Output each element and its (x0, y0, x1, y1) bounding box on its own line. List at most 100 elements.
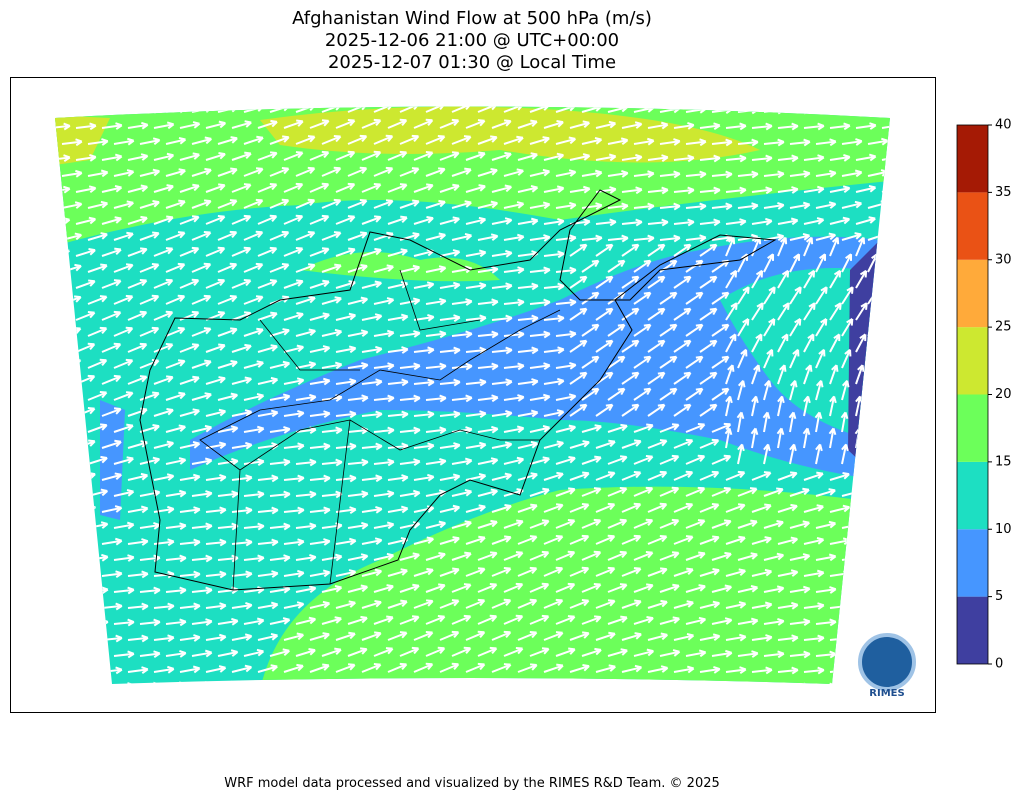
wind-arrow (711, 170, 733, 179)
wind-arrow (621, 371, 640, 385)
wind-arrow (295, 295, 316, 305)
wind-arrow (503, 330, 525, 339)
wind-arrow (87, 423, 108, 433)
wind-arrow (361, 631, 382, 641)
wind-arrow (283, 119, 304, 129)
wind-arrow (503, 614, 524, 625)
wind-arrow (621, 275, 640, 289)
wind-arrow (543, 346, 565, 355)
wind-arrow (607, 170, 629, 178)
wind-arrow (113, 263, 134, 273)
wind-arrow (607, 323, 626, 337)
wind-arrow (179, 375, 200, 385)
wind-arrow (503, 135, 524, 145)
wind-arrow (815, 488, 836, 497)
wind-arrow (621, 153, 643, 162)
wind-arrow (803, 154, 825, 163)
wind-arrow (711, 617, 733, 625)
wind-arrow (673, 154, 695, 163)
wind-arrow (803, 185, 825, 194)
wind-arrow (399, 489, 421, 498)
wind-arrow (269, 458, 291, 467)
wind-arrow (205, 570, 227, 579)
wind-arrow (737, 584, 759, 593)
wind-arrow (711, 202, 733, 211)
wind-arrow (413, 313, 435, 322)
wind-arrow (607, 583, 628, 593)
wind-arrow (633, 137, 655, 146)
wind-arrow (127, 215, 148, 225)
wind-arrow (685, 486, 706, 497)
wind-arrow (803, 504, 824, 513)
wind-arrow (673, 535, 694, 545)
wind-arrow (205, 538, 227, 547)
wind-arrow (555, 298, 577, 307)
wind-arrow (283, 409, 305, 418)
wind-arrow (75, 279, 96, 289)
wind-arrow (595, 439, 616, 449)
wind-arrow (647, 534, 668, 545)
wind-arrow (581, 202, 603, 210)
wind-arrow (399, 134, 420, 145)
wind-arrow (529, 136, 550, 145)
logo-badge (858, 633, 916, 691)
wind-arrow (243, 554, 265, 563)
wind-arrow (205, 408, 227, 417)
wind-arrow (659, 355, 678, 369)
wind-arrow (529, 425, 551, 433)
wind-arrow (881, 153, 890, 161)
colorbar-tick-label: 5 (995, 589, 1003, 604)
wind-arrow (127, 184, 148, 193)
wind-arrow (269, 263, 290, 273)
wind-arrow (491, 151, 512, 161)
wind-arrow (87, 455, 108, 465)
wind-arrow (581, 550, 602, 561)
wind-arrow (737, 348, 748, 369)
wind-arrow (659, 234, 681, 243)
wind-arrow (257, 506, 279, 515)
wind-arrow (191, 199, 212, 209)
wind-arrow (777, 154, 799, 163)
wind-arrow (101, 216, 122, 225)
wind-arrow (139, 231, 160, 241)
wind-arrow (595, 218, 617, 227)
wind-arrow (321, 166, 342, 177)
wind-arrow (153, 407, 174, 417)
wind-arrow (179, 634, 201, 642)
wind-arrow (659, 291, 678, 305)
wind-arrow (309, 663, 330, 673)
wind-arrow (113, 294, 134, 305)
wind-arrow (815, 682, 837, 684)
wind-arrow (413, 536, 434, 545)
wind-arrow (763, 253, 775, 273)
wind-arrow (477, 168, 498, 177)
wind-arrow (711, 355, 730, 369)
wind-arrow (165, 262, 186, 273)
wind-arrow (751, 503, 772, 513)
wind-arrow (425, 134, 446, 145)
wind-arrow (803, 666, 825, 675)
wind-arrow (283, 344, 305, 353)
wind-arrow (335, 506, 357, 515)
wind-arrow (413, 473, 435, 482)
wind-arrow (413, 183, 434, 193)
wind-arrow (165, 231, 186, 241)
wind-arrow (855, 302, 868, 321)
wind-arrow (517, 119, 538, 129)
wind-arrow (569, 534, 590, 545)
wind-arrow (621, 403, 640, 417)
wind-arrow (517, 472, 538, 481)
wind-arrow (217, 199, 238, 209)
wind-arrow (803, 569, 825, 578)
wind-arrow (503, 106, 524, 113)
wind-arrow (595, 534, 616, 545)
wind-arrow (529, 362, 551, 370)
wind-arrow (217, 490, 239, 499)
wind-arrow (777, 536, 799, 545)
wind-arrow (295, 166, 316, 177)
wind-arrow (543, 534, 564, 545)
wind-arrow (451, 362, 473, 371)
wind-arrow (465, 151, 486, 161)
wind-arrow (113, 231, 134, 241)
wind-arrow (659, 138, 681, 146)
